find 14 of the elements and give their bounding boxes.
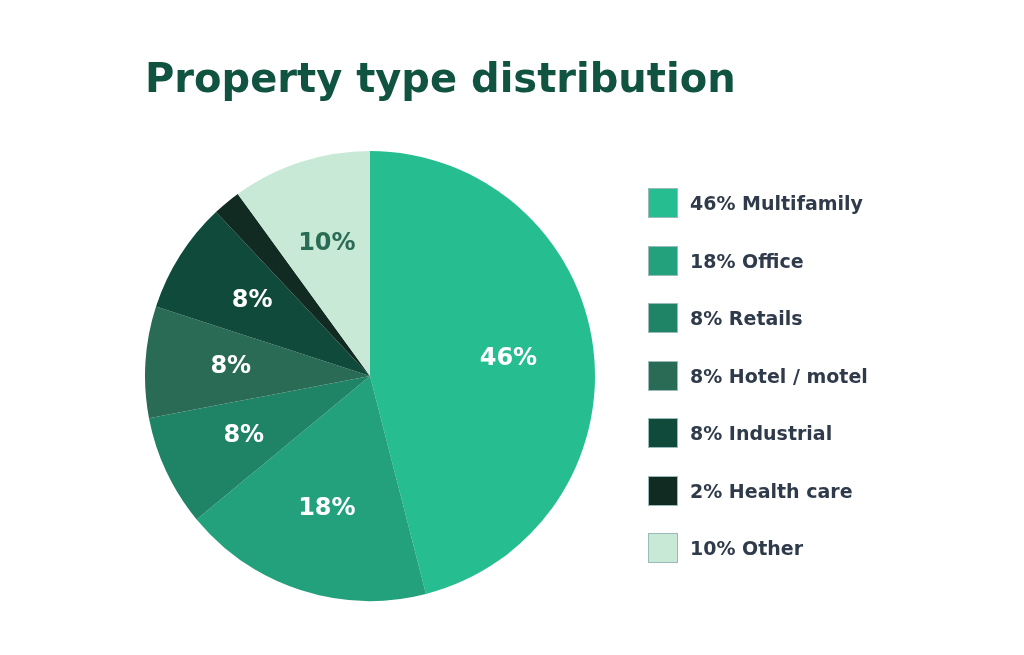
legend-label: 10% Other <box>690 537 804 559</box>
data-label: 8% <box>223 419 265 448</box>
legend-label: 8% Hotel / motel <box>690 364 868 387</box>
data-label: 10% <box>298 227 356 256</box>
legend-label: 8% Retails <box>690 307 803 329</box>
chart-title: Property type distribution <box>145 55 736 101</box>
legend-label: 18% Office <box>690 249 804 272</box>
data-label: 18% <box>298 492 356 521</box>
legend-label: 8% Industrial <box>690 422 833 444</box>
data-label: 8% <box>210 351 252 380</box>
legend-label: 2% Health care <box>690 479 853 502</box>
data-label: 8% <box>231 285 273 314</box>
data-label: 46% <box>479 342 538 371</box>
legend-label: 46% Multifamily <box>690 192 863 214</box>
